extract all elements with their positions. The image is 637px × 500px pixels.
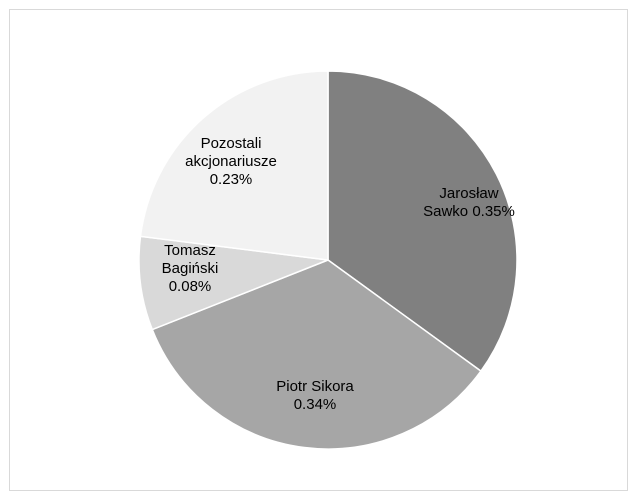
slice-label-line: Piotr Sikora bbox=[276, 378, 354, 395]
slice-label-line: akcjonariusze bbox=[185, 153, 277, 170]
pie-labels: Jarosław Sawko 0.35% Piotr Sikora 0.34% Toma… bbox=[162, 135, 515, 413]
slice-label-line: Bagiński bbox=[162, 260, 219, 277]
slice-label-line: Pozostali bbox=[201, 135, 262, 152]
slice-label-line: 0.34% bbox=[294, 396, 337, 413]
slice-label: Tomasz Bagiński 0.08% bbox=[162, 242, 219, 295]
pie-slices bbox=[138, 70, 518, 450]
pie-slice-pozostali-akcjonariusze bbox=[139, 70, 329, 261]
slice-label: Piotr Sikora 0.34% bbox=[276, 378, 354, 413]
slice-label: Pozostali akcjonariusze 0.23% bbox=[185, 135, 277, 188]
slice-label-line: 0.08% bbox=[169, 278, 212, 295]
slice-label: Jarosław Sawko 0.35% bbox=[423, 185, 515, 220]
slice-label-line: Jarosław bbox=[439, 185, 498, 202]
pie-slice-tomasz-bagi-ski bbox=[138, 235, 329, 331]
pie-slice-piotr-sikora bbox=[151, 259, 482, 450]
slice-label-line: Tomasz bbox=[164, 242, 216, 259]
slice-label-line: Sawko 0.35% bbox=[423, 203, 515, 220]
slice-label-line: 0.23% bbox=[210, 171, 253, 188]
pie-slice-jaros-aw-sawko bbox=[327, 70, 518, 373]
